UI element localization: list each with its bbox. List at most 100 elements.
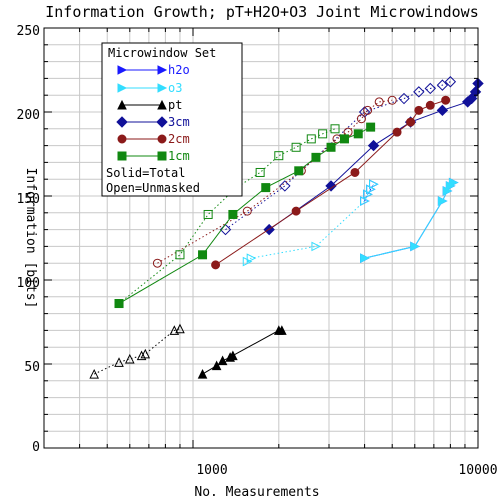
data-point-1cm-total [294, 166, 304, 176]
data-point-2cm-total [291, 206, 301, 216]
legend-title: Microwindow Set [108, 46, 216, 60]
legend-label-1cm: 1cm [168, 149, 190, 163]
data-point-2cm-unmasked [242, 206, 252, 216]
legend-marker-2cm [157, 134, 167, 144]
legend-label-h2o: h2o [168, 63, 190, 77]
data-point-o3-total [360, 253, 370, 263]
legend-note-solid: Solid=Total [106, 166, 185, 180]
data-point-1cm-total [198, 250, 208, 260]
data-point-1cm-unmasked [255, 167, 265, 177]
data-point-2cm-unmasked [152, 258, 162, 268]
data-point-pt-total [197, 368, 208, 379]
legend-marker-h2o [117, 65, 128, 75]
series-line-pt-unmasked [93, 328, 181, 375]
data-point-1cm-unmasked [330, 124, 340, 134]
data-point-o3-unmasked [369, 179, 379, 190]
legend-note-open: Open=Unmasked [106, 181, 200, 195]
series-line-1cm-total [118, 126, 371, 304]
y-tick-label-150: 150 [17, 192, 40, 207]
data-point-1cm-total [114, 299, 124, 309]
data-point-3cm-total [436, 104, 449, 117]
data-point-2cm-total [425, 100, 435, 110]
y-tick-label-250: 250 [17, 24, 40, 39]
data-point-o3-unmasked [360, 196, 370, 206]
data-point-1cm-total [228, 209, 238, 219]
data-point-2cm-total [211, 260, 221, 270]
legend-label-pt: pt [168, 98, 182, 112]
data-point-pt-unmasked [169, 325, 180, 335]
plot-frame [43, 27, 479, 449]
chart-title: Information Growth; pT+H2O+O3 Joint Micr… [45, 3, 478, 21]
data-point-pt-total [211, 360, 222, 371]
data-point-pt-unmasked [175, 323, 185, 334]
y-tick-label-50: 50 [24, 360, 40, 375]
legend-marker-1cm [117, 151, 127, 161]
x-tick-label-1000: 1000 [196, 463, 227, 478]
legend-marker-pt [157, 99, 167, 110]
data-point-1cm-unmasked [175, 250, 185, 260]
data-point-o3-unmasked [311, 241, 322, 252]
data-point-3cm-unmasked [436, 79, 449, 91]
data-point-3cm-unmasked [413, 86, 425, 98]
legend-marker-pt [117, 99, 127, 110]
data-point-1cm-unmasked [306, 134, 316, 144]
axis-ticks [43, 27, 479, 449]
data-point-1cm-unmasked [203, 209, 213, 219]
data-point-3cm-unmasked [444, 76, 457, 88]
data-point-1cm-unmasked [274, 151, 284, 161]
legend-label-2cm: 2cm [168, 132, 190, 146]
x-axis-label: No. Measurements [194, 485, 319, 500]
data-point-o3-total [437, 196, 448, 206]
data-point-1cm-total [326, 142, 336, 152]
legend-box [101, 42, 243, 197]
data-point-3cm-total [325, 180, 337, 192]
series-line-o3-unmasked [246, 183, 374, 262]
data-point-2cm-total [441, 95, 451, 105]
legend-label-o3: o3 [168, 81, 182, 95]
data-point-1cm-total [353, 129, 363, 139]
x-tick-label-10000: 10000 [458, 463, 497, 478]
data-point-1cm-total [366, 122, 376, 132]
series-line-3cm-unmasked [225, 81, 451, 231]
data-point-o3-total [410, 241, 420, 252]
data-point-2cm-unmasked [363, 105, 373, 115]
data-point-pt-unmasked [136, 350, 147, 361]
data-point-3cm-unmasked [279, 180, 291, 192]
data-point-1cm-total [339, 134, 349, 144]
series-2cm [152, 95, 451, 270]
data-point-pt-unmasked [140, 348, 151, 359]
data-point-o3-unmasked [246, 253, 257, 263]
y-tick-label-0: 0 [32, 440, 40, 455]
legend-marker-2cm [117, 134, 127, 144]
legend-marker-h2o [157, 65, 168, 75]
legend-marker-1cm [157, 151, 167, 161]
series-o3 [242, 177, 459, 267]
data-point-pt-unmasked [114, 357, 124, 367]
legend-marker-3cm [156, 116, 168, 128]
data-point-2cm-total [350, 167, 360, 177]
data-point-2cm-unmasked [387, 95, 397, 105]
y-tick-label-100: 100 [17, 276, 40, 291]
data-point-pt-unmasked [89, 368, 99, 379]
legend-marker-o3 [157, 83, 168, 93]
data-point-2cm-unmasked [356, 114, 366, 124]
legend-marker-3cm [116, 116, 128, 128]
data-point-pt-total [277, 325, 287, 335]
data-point-3cm-unmasked [424, 82, 436, 95]
data-point-2cm-unmasked [374, 97, 384, 107]
data-point-3cm-unmasked [358, 106, 371, 118]
data-point-pt-total [217, 355, 228, 366]
data-point-1cm-unmasked [291, 142, 301, 152]
data-point-pt-unmasked [124, 353, 135, 364]
y-tick-label-200: 200 [17, 108, 40, 123]
data-point-3cm-unmasked [398, 92, 410, 105]
legend-label-3cm: 3cm [168, 115, 190, 129]
data-point-o3-total [448, 177, 459, 188]
data-point-1cm-unmasked [318, 129, 328, 139]
legend-marker-o3 [117, 83, 128, 93]
y-axis-label: Information [bits] [23, 168, 38, 309]
data-point-pt-total [228, 350, 238, 361]
data-point-2cm-total [414, 105, 424, 115]
